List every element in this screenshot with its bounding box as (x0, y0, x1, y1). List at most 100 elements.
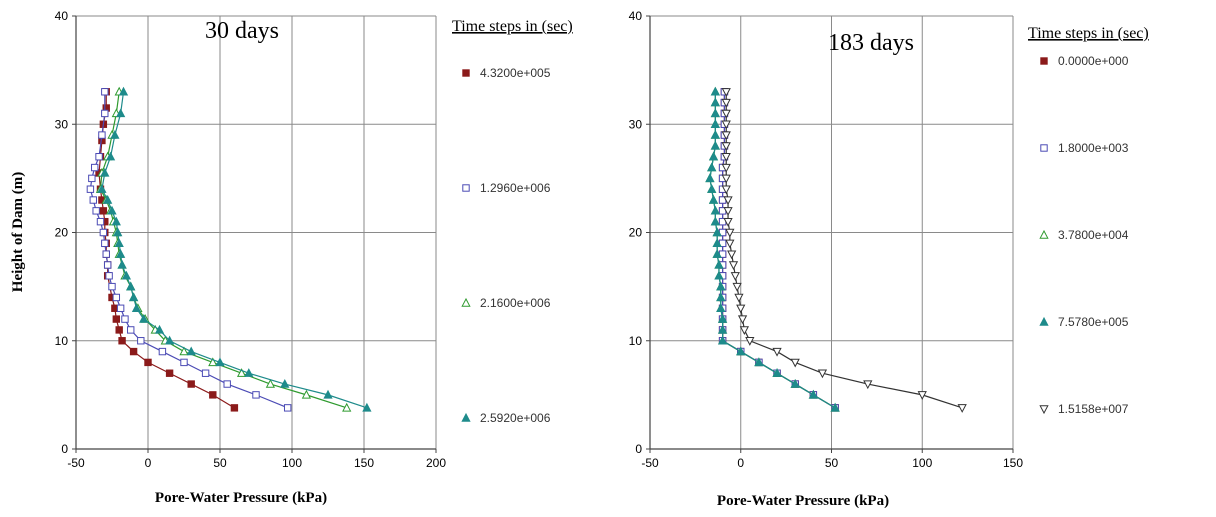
data-point (830, 402, 840, 412)
data-point (737, 315, 748, 325)
data-point (179, 346, 189, 356)
data-point (725, 228, 735, 238)
y-tick-label: 10 (55, 334, 69, 348)
series-0.0000e+000 (718, 88, 839, 412)
data-point (89, 196, 97, 204)
series-line (721, 91, 836, 409)
data-point (280, 378, 290, 388)
data-point (716, 281, 726, 291)
data-point (710, 130, 720, 139)
data-point (301, 389, 312, 399)
data-point (114, 238, 124, 248)
data-point (115, 326, 123, 334)
data-point (121, 315, 129, 323)
data-point (100, 167, 110, 177)
data-point (817, 369, 828, 379)
chart1-annotation: 30 days (205, 18, 279, 44)
data-point (101, 109, 109, 118)
chart2-annotation: 183 days (828, 30, 914, 56)
data-point (710, 108, 720, 118)
x-tick-label: 150 (354, 456, 374, 470)
data-point (717, 335, 728, 345)
data-point (127, 326, 135, 334)
series-1.2960e+006 (86, 88, 292, 412)
data-point (139, 314, 149, 323)
data-point (727, 250, 737, 260)
chart2-y-ticks: 0 10 20 30 40 (629, 9, 650, 456)
data-point (117, 259, 127, 269)
legend-label: 1.5158e+007 (1058, 402, 1129, 416)
data-point (208, 357, 218, 367)
data-point (209, 391, 217, 399)
data-point (91, 163, 99, 172)
data-point (99, 228, 108, 237)
x-tick-label: 0 (145, 456, 152, 470)
data-point (790, 378, 800, 388)
data-point (223, 380, 231, 388)
data-point (717, 324, 728, 334)
data-point (717, 314, 728, 323)
chart2-x-ticks: -50 0 50 100 150 (641, 449, 1023, 470)
data-point (112, 315, 121, 323)
data-point (97, 184, 107, 193)
data-point (131, 303, 142, 312)
data-point (144, 358, 152, 367)
data-point (137, 337, 145, 345)
data-point (723, 207, 733, 216)
data-point (721, 131, 731, 141)
data-point (230, 404, 239, 412)
data-point (721, 153, 731, 162)
x-tick-label: 50 (213, 456, 227, 470)
data-point (734, 293, 744, 303)
data-point (716, 303, 726, 312)
data-point (86, 185, 95, 193)
data-point (710, 205, 720, 215)
data-point (98, 131, 106, 139)
data-point (323, 389, 333, 399)
data-point (116, 249, 126, 258)
data-point (808, 389, 818, 399)
data-point (710, 216, 720, 226)
data-point (101, 239, 109, 248)
data-point (739, 326, 750, 335)
data-point (252, 391, 260, 399)
data-point (710, 97, 720, 107)
data-point (236, 368, 247, 377)
x-tick-label: 50 (825, 456, 839, 470)
data-point (105, 151, 116, 161)
data-point (707, 162, 717, 172)
legend-marker (462, 184, 470, 192)
data-point (126, 281, 136, 291)
legend-marker (461, 412, 471, 422)
data-point (710, 119, 720, 128)
chart1-legend-title: Time steps in (sec) (452, 18, 573, 35)
data-point (118, 337, 126, 345)
legend-marker (1039, 316, 1049, 326)
chart1-x-axis-label: Pore-Water Pressure (kPa) (155, 490, 327, 506)
data-point (265, 378, 276, 388)
chart2-gridlines (650, 15, 1014, 449)
data-point (165, 369, 174, 377)
legend-label: 4.3200e+005 (480, 66, 551, 80)
data-point (108, 282, 116, 291)
data-point (721, 185, 731, 195)
data-point (754, 357, 764, 367)
data-point (154, 324, 165, 334)
chart1-legend: 4.3200e+005 1.2960e+006 2.1600e+006 2.5920e… (461, 66, 551, 425)
data-point (957, 404, 967, 413)
data-point (110, 130, 120, 139)
data-point (164, 335, 175, 345)
data-point (708, 151, 719, 161)
data-point (158, 347, 167, 356)
data-point (710, 86, 720, 96)
data-point (102, 250, 110, 258)
data-point (129, 347, 138, 356)
data-point (705, 173, 715, 183)
x-tick-label: -50 (641, 456, 659, 470)
legend-label: 3.7800e+004 (1058, 228, 1129, 242)
chart1-x-ticks: -50 0 50 100 150 200 (67, 449, 446, 470)
legend-marker (1040, 144, 1048, 152)
data-point (863, 380, 873, 390)
legend-label: 2.5920e+006 (480, 411, 551, 425)
x-tick-label: 0 (737, 456, 744, 470)
